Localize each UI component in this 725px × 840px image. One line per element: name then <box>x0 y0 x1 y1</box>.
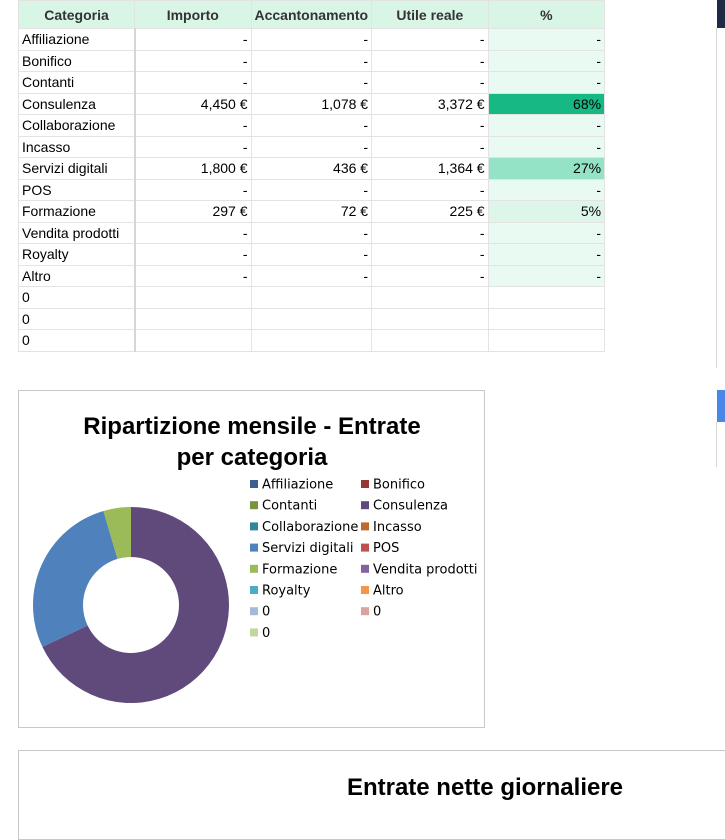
table-cell: - <box>487 178 606 201</box>
table-cell: 3,372 € <box>371 92 489 115</box>
legend-swatch <box>361 543 369 552</box>
table-cell: - <box>487 49 606 72</box>
chart-title: Entrate nette giornaliere <box>346 774 624 801</box>
table-row: Vendita prodotti - - - - <box>18 221 606 244</box>
table-row: Bonifico - - - - <box>18 49 606 72</box>
table-cell: - <box>487 28 606 51</box>
legend-swatch <box>361 607 369 616</box>
table-cell: Consulenza <box>18 92 136 115</box>
legend-label: 0 <box>262 605 270 620</box>
table-cell: - <box>134 71 252 94</box>
table-cell: Vendita prodotti <box>18 221 136 244</box>
table-cell: - <box>371 49 489 72</box>
table-cell: 0 <box>18 329 136 352</box>
cell-fragment <box>717 0 725 28</box>
header-row: Categoria Importo Accantonamento Utile real… <box>18 0 606 29</box>
legend-swatch <box>361 501 369 510</box>
table-cell: - <box>250 49 373 72</box>
table-row: Contanti - - - - <box>18 71 606 94</box>
legend-swatch <box>361 564 369 573</box>
table-cell: Contanti <box>18 71 136 94</box>
summary-table: Categoria Importo Accantonamento Utile real… <box>18 0 606 352</box>
table-cell: 297 € <box>134 200 252 223</box>
legend-swatch <box>250 607 258 616</box>
table-row: Servizi digitali 1,800 €436 €1,364 €27% <box>18 157 606 180</box>
legend-label: 0 <box>262 626 270 641</box>
table-cell: - <box>371 71 489 94</box>
table-row: 0 <box>18 286 606 309</box>
table-cell <box>487 329 606 352</box>
chart-frame <box>18 390 485 728</box>
column-header: Utile reale <box>371 0 489 29</box>
legend-label: Altro <box>373 584 404 599</box>
donut-slice <box>33 510 118 647</box>
table-row: 0 <box>18 329 606 352</box>
legend-label: Vendita prodotti <box>373 562 477 577</box>
table-cell <box>371 329 489 352</box>
table-cell <box>250 329 373 352</box>
table-row: Incasso - - - - <box>18 135 606 158</box>
legend-swatch <box>250 522 258 531</box>
legend-swatch <box>361 586 369 594</box>
legend-label: Collaborazione <box>262 520 358 535</box>
donut-slice <box>103 507 131 559</box>
legend-label: Contanti <box>262 499 317 514</box>
spreadsheet: Categoria Importo Accantonamento Utile real… <box>18 0 725 840</box>
legend-label: Affiliazione <box>262 478 333 493</box>
cell-border <box>716 28 717 368</box>
donut-slice <box>42 507 230 703</box>
column-header: Categoria <box>18 0 135 29</box>
chart: Affiliazione Bonifico Contanti Consulenza Co… <box>33 478 477 703</box>
table-cell: Bonifico <box>18 49 136 72</box>
table-cell: POS <box>18 178 136 201</box>
table-cell: 27% <box>487 157 606 180</box>
legend-label: Consulenza <box>373 499 448 514</box>
table-row: Altro - - - - <box>18 264 606 287</box>
legend-swatch <box>250 628 258 637</box>
legend-swatch <box>250 543 258 552</box>
cell-border <box>716 422 717 467</box>
table-cell: - <box>487 264 606 287</box>
table-cell: Royalty <box>18 243 136 266</box>
table-cell: 68% <box>487 92 606 115</box>
table-cell: Altro <box>18 264 136 287</box>
legend-swatch <box>250 564 258 573</box>
legend-label: 0 <box>373 605 381 620</box>
legend-swatch <box>250 501 258 510</box>
table-cell: - <box>487 243 606 266</box>
table-cell: 4,450 € <box>134 92 252 115</box>
table-cell: - <box>487 71 606 94</box>
table-cell: - <box>487 221 606 244</box>
legend-swatch <box>361 480 369 488</box>
legend-swatch <box>250 586 258 594</box>
table-row: POS - - - - <box>18 178 606 201</box>
column-header: Accantonamento <box>250 0 373 29</box>
legend-swatch <box>361 522 369 531</box>
button-fragment <box>717 390 725 422</box>
legend-label: Royalty <box>262 584 311 599</box>
legend-swatch <box>250 480 258 488</box>
table-row: Formazione 297 €72 €225 €5% <box>18 200 606 223</box>
table-cell: Formazione <box>18 200 136 223</box>
legend-label: Incasso <box>373 520 422 535</box>
table-cell: 436 € <box>250 157 373 180</box>
table-cell: Collaborazione <box>18 114 136 137</box>
chart-title: Ripartizione mensile - Entrate per categ… <box>83 413 421 471</box>
legend-label: Formazione <box>262 562 337 577</box>
table-cell: - <box>250 71 373 94</box>
legend-label: Bonifico <box>373 478 425 493</box>
column-header: % <box>487 0 606 29</box>
legend-label: Servizi digitali <box>262 541 353 556</box>
table-cell: - <box>487 135 606 158</box>
legend-label: POS <box>373 541 399 556</box>
table-row: Consulenza 4,450 €1,078 €3,372 €68% <box>18 92 606 115</box>
table-cell: 1,078 € <box>250 92 373 115</box>
